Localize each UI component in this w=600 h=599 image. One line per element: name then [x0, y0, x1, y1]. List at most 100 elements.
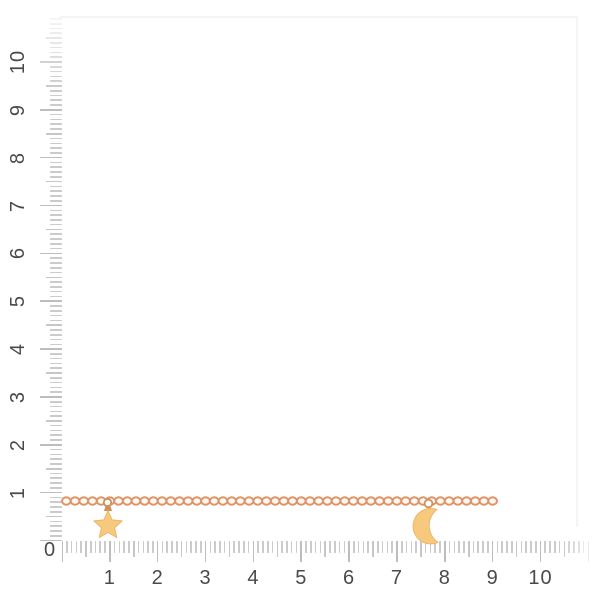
ruler-tick [49, 501, 62, 503]
chain-link [130, 496, 142, 506]
ruler-tick [49, 266, 62, 269]
ruler-tick [132, 540, 135, 557]
ruler-tick [568, 540, 570, 553]
charms [93, 497, 439, 545]
ruler-tick [39, 109, 62, 111]
ruler-tick [49, 386, 62, 389]
ruler-tick [94, 540, 97, 553]
ruler-tick [49, 142, 62, 145]
ruler-tick [39, 348, 62, 350]
ruler-tick [49, 238, 62, 240]
chain-link [452, 496, 464, 506]
ruler-tick [367, 540, 370, 553]
ruler-tick [252, 540, 255, 562]
ruler-tick [219, 540, 221, 553]
ruler-tick [45, 37, 62, 39]
ruler-tick [510, 540, 513, 553]
chain-link [243, 496, 255, 506]
ruler-tick [49, 233, 62, 236]
ruler-tick [49, 530, 62, 532]
ruler-tick [487, 540, 489, 553]
horizontal-ruler-label: 1 [103, 567, 116, 589]
chain-link [61, 496, 72, 506]
ruler-tick [204, 540, 207, 562]
ruler-tick [45, 372, 62, 374]
ruler-tick [530, 540, 532, 553]
ruler-tick [49, 247, 62, 250]
ruler-tick [400, 540, 403, 553]
ruler-tick [49, 118, 62, 121]
ruler-tick [49, 381, 62, 384]
ruler-tick [563, 540, 566, 557]
ruler-tick [49, 32, 62, 35]
ruler-tick [39, 444, 62, 446]
ruler-tick [381, 540, 384, 553]
ruler-tick [65, 540, 68, 553]
ruler-tick [49, 506, 62, 508]
ruler-tick [290, 540, 293, 553]
ruler-tick [80, 540, 82, 553]
ruler-tick [49, 123, 62, 125]
ruler-tick [49, 18, 62, 20]
ruler-tick [228, 540, 231, 557]
chain-link [470, 496, 481, 506]
ruler-tick [45, 467, 62, 470]
ruler-tick [171, 540, 173, 553]
ruler-tick [49, 415, 62, 417]
chain-link [217, 496, 229, 506]
ruler-tick [49, 152, 62, 154]
ruler-tick [319, 540, 322, 553]
chain-link [139, 496, 150, 506]
ruler-tick [49, 439, 62, 441]
ruler-tick [147, 540, 149, 553]
chain-link [391, 496, 403, 506]
ruler-tick [185, 540, 188, 553]
ruler-tick [49, 362, 62, 365]
ruler-tick [477, 540, 480, 553]
ruler-tick [49, 262, 62, 264]
ruler-tick [195, 540, 197, 553]
ruler-tick [49, 534, 62, 537]
ruler-tick [49, 424, 62, 427]
ruler-tick [49, 310, 62, 312]
ruler-tick [405, 540, 408, 553]
ruler-tick [49, 458, 62, 460]
chain-link [461, 496, 472, 506]
chain-link [383, 496, 394, 506]
ruler-tick [429, 540, 432, 553]
chain-link [322, 496, 333, 506]
ruler-tick [424, 540, 427, 553]
ruler-tick [276, 540, 279, 557]
ruler-tick [70, 540, 73, 553]
ruler-tick [113, 540, 116, 553]
photo-border-top [60, 16, 578, 18]
ruler-tick [415, 540, 417, 553]
ruler-tick [49, 214, 62, 216]
horizontal-ruler-label: 8 [438, 567, 451, 589]
ruler-tick [49, 405, 62, 408]
ruler-tick [587, 540, 590, 562]
ruler-tick [338, 540, 341, 553]
horizontal-ruler-label: 2 [151, 567, 164, 589]
ruler-tick [223, 540, 226, 553]
ruler-tick [49, 113, 62, 116]
chain-link [69, 496, 81, 506]
ruler-tick [329, 540, 331, 553]
ruler-tick [45, 85, 62, 87]
horizontal-ruler-label: 5 [295, 567, 308, 589]
chain-link [208, 496, 220, 506]
chain-link [287, 496, 298, 506]
ruler-tick [49, 525, 62, 527]
ruler-tick [305, 540, 307, 553]
ruler-tick [582, 540, 585, 553]
horizontal-ruler-label: 3 [199, 567, 212, 589]
ruler-tick [49, 520, 62, 523]
ruler-tick [49, 56, 62, 58]
ruler-tick [49, 171, 62, 173]
ruler-tick [118, 540, 121, 553]
ruler-tick [515, 540, 518, 557]
chain-links [61, 496, 498, 506]
horizontal-ruler-label: 6 [343, 567, 356, 589]
ruler-tick [49, 482, 62, 484]
ruler-tick [472, 540, 475, 553]
